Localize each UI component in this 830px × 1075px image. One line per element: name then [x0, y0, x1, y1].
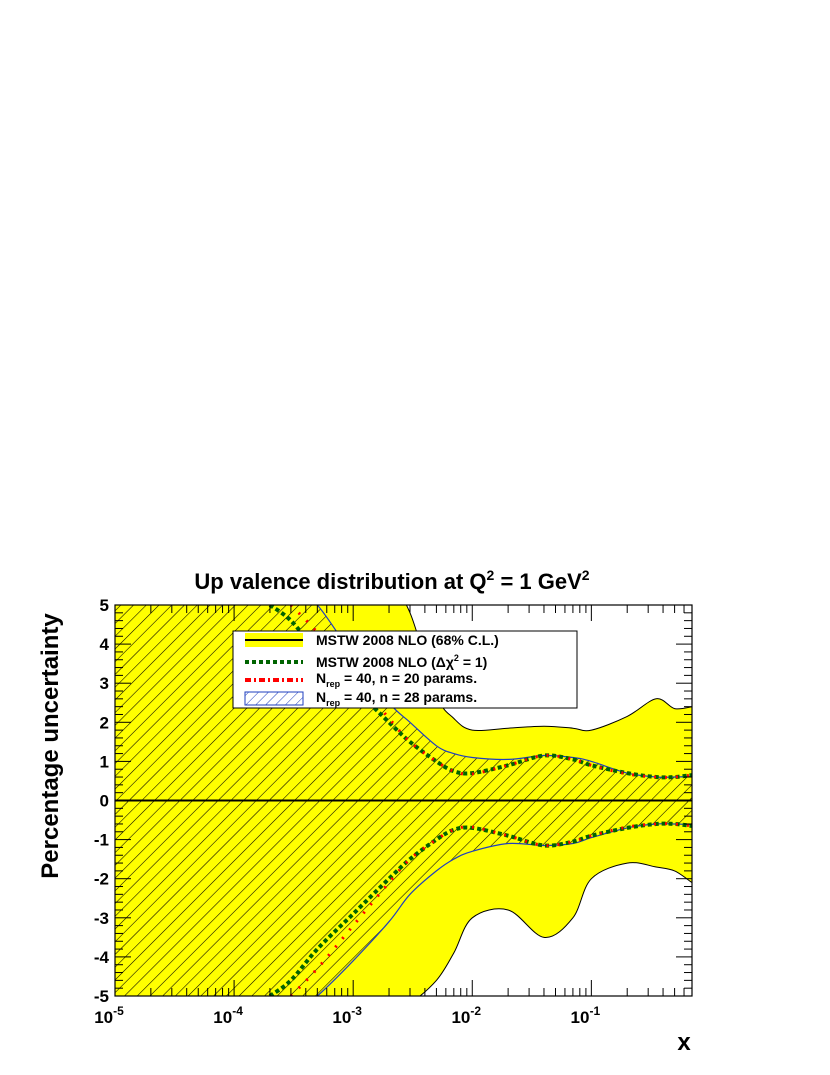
- y-tick-label: 5: [100, 596, 109, 615]
- y-tick-label: -1: [94, 831, 109, 850]
- chart-title-mid: = 1 GeV: [494, 569, 582, 594]
- legend: MSTW 2008 NLO (68% C.L.) MSTW 2008 NLO (…: [232, 630, 578, 709]
- x-tick-label-base: 10: [94, 1008, 113, 1027]
- legend-item-band: MSTW 2008 NLO (68% C.L.): [316, 632, 499, 648]
- y-axis-label: Percentage uncertainty: [37, 613, 64, 879]
- x-tick-label-base: 10: [451, 1008, 470, 1027]
- y-tick-labels: -5 -4 -3 -2 -1 0 1 2 3 4 5: [94, 596, 110, 1006]
- x-tick-labels: 10-5 10-4 10-3 10-2 10-1: [94, 1004, 600, 1027]
- legend-item-nrep28: Nrep = 40, n = 28 params.: [316, 689, 477, 708]
- x-tick-label: 10-2: [451, 1004, 481, 1027]
- x-tick-label-exp: -4: [232, 1004, 243, 1018]
- x-tick-label-base: 10: [332, 1008, 351, 1027]
- x-tick-label-exp: -2: [470, 1004, 481, 1018]
- legend-item-nrep28-text: N: [316, 689, 326, 705]
- axis-ticks: [114, 604, 693, 997]
- x-tick-label: 10-1: [571, 1004, 601, 1027]
- y-tick-label: 0: [100, 792, 109, 811]
- legend-item-dchi2: MSTW 2008 NLO (Δχ2 = 1): [316, 653, 487, 670]
- chart-title-sup-2: 2: [582, 567, 590, 583]
- x-tick-label-base: 10: [213, 1008, 232, 1027]
- band-68cl-upper: [405, 605, 692, 732]
- chart-title-text: Up valence distribution at Q: [194, 569, 486, 594]
- chart-title-sup-1: 2: [487, 567, 495, 583]
- x-tick-label-exp: -3: [351, 1004, 362, 1018]
- legend-item-nrep20-sub: rep: [326, 679, 341, 689]
- legend-swatch-hatched: [244, 691, 304, 706]
- legend-item-dchi2-text: MSTW 2008 NLO (Δχ: [316, 654, 454, 670]
- legend-item-nrep20-tail: = 40, n = 20 params.: [340, 670, 477, 686]
- band-68cl-lower: [419, 862, 692, 996]
- y-tick-label: 3: [100, 674, 109, 693]
- legend-item-nrep28-sub: rep: [326, 698, 341, 708]
- x-tick-label: 10-3: [332, 1004, 362, 1027]
- y-tick-label: 2: [100, 713, 109, 732]
- legend-item-nrep20-text: N: [316, 670, 326, 686]
- y-tick-label: 4: [100, 635, 110, 654]
- x-tick-label-exp: -5: [113, 1004, 124, 1018]
- y-tick-label: 1: [100, 752, 109, 771]
- x-tick-label-base: 10: [571, 1008, 590, 1027]
- legend-item-dchi2-tail: = 1): [459, 654, 487, 670]
- x-tick-label-exp: -1: [589, 1004, 600, 1018]
- x-axis-label: x: [677, 1029, 691, 1056]
- legend-item-nrep28-tail: = 40, n = 28 params.: [340, 689, 477, 705]
- chart-title: Up valence distribution at Q2 = 1 GeV2: [194, 567, 589, 594]
- legend-item-dchi2-sup: 2: [454, 653, 459, 663]
- y-tick-label: -4: [94, 948, 110, 967]
- y-tick-label: -2: [94, 870, 109, 889]
- legend-item-nrep20: Nrep = 40, n = 20 params.: [316, 670, 477, 689]
- x-tick-label: 10-4: [213, 1004, 243, 1027]
- x-tick-label: 10-5: [94, 1004, 124, 1027]
- y-tick-label: -3: [94, 909, 109, 928]
- y-tick-label: -5: [94, 987, 109, 1006]
